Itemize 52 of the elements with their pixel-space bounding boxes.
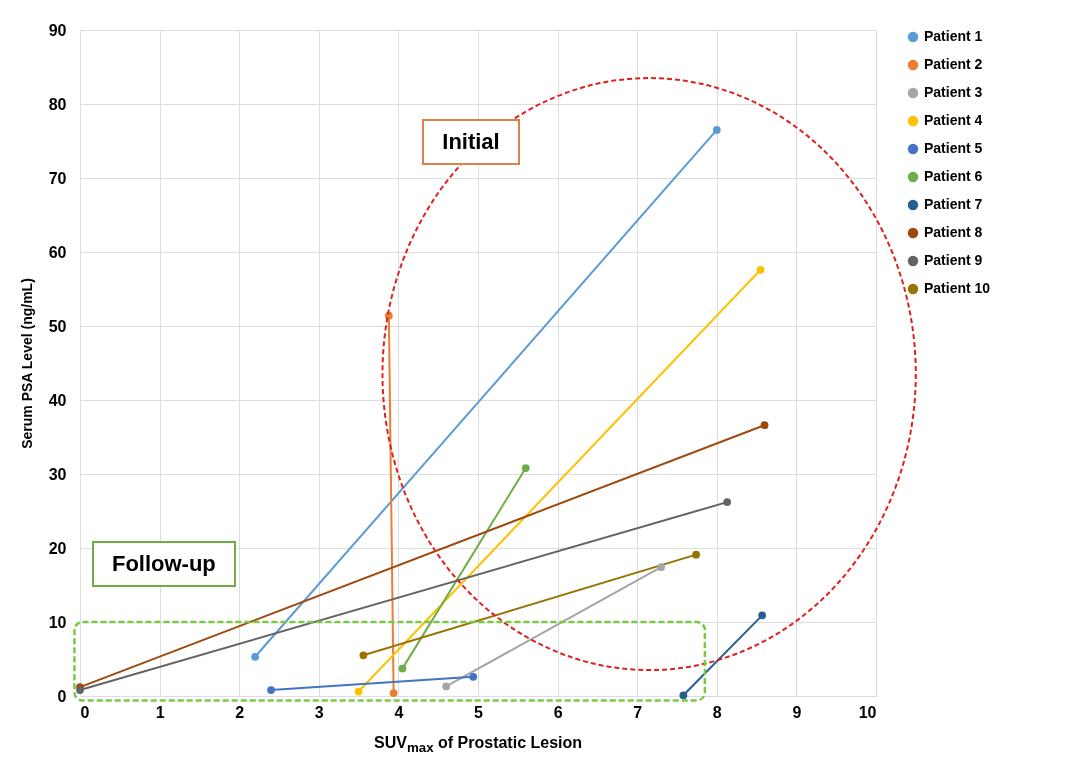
point [712, 126, 721, 134]
point [758, 611, 767, 620]
y-tick-label: 20 [48, 539, 67, 557]
y-tick-label: 90 [48, 21, 67, 39]
x-tick-label: 9 [792, 703, 802, 721]
point [760, 421, 769, 430]
x-tick-label: 2 [235, 703, 245, 721]
y-tick-label: 80 [48, 95, 67, 113]
y-axis-title: Serum PSA Level (ng/mL) [18, 278, 35, 449]
point [354, 687, 363, 696]
x-tick-label: 6 [553, 703, 563, 721]
x-axis-title: SUV$_{max}$ of Prostatic Lesion [373, 734, 583, 756]
legend-label: Patient 5 [924, 140, 983, 156]
x-tick-label: 7 [633, 703, 643, 721]
legend-label: Patient 1 [924, 28, 983, 44]
legend-label: Patient 6 [924, 168, 983, 184]
point [469, 672, 478, 681]
point [251, 652, 259, 661]
y-tick-label: 70 [48, 169, 67, 187]
legend-label: Patient 2 [924, 56, 983, 72]
x-tick-label: 4 [394, 703, 404, 721]
point [679, 691, 688, 700]
x-tick-label: 0 [80, 703, 90, 721]
annotation: Follow-up [91, 540, 236, 587]
x-tick-label: 10 [858, 703, 877, 721]
y-tick-label: 50 [48, 317, 67, 335]
legend-label: Patient 8 [924, 224, 983, 240]
point [389, 689, 398, 697]
annotation: Initial [422, 118, 520, 165]
point [359, 651, 368, 660]
legend-label: Patient 3 [924, 84, 983, 100]
y-tick-label: 40 [48, 391, 67, 409]
point [723, 498, 732, 506]
legend-label: Patient 4 [924, 112, 983, 128]
x-tick-label: 1 [155, 703, 165, 721]
point [398, 664, 407, 673]
y-tick-label: 0 [57, 687, 67, 705]
y-tick-label: 30 [48, 465, 67, 483]
point [442, 682, 451, 691]
point [756, 265, 765, 274]
x-tick-label: 5 [474, 703, 484, 721]
point [521, 464, 530, 472]
x-tick-label: 8 [712, 703, 722, 721]
x-tick-label: 3 [314, 703, 324, 721]
y-tick-label: 60 [48, 243, 67, 261]
y-tick-label: 10 [48, 613, 67, 631]
legend-label: Patient 10 [924, 280, 991, 296]
point [657, 563, 665, 572]
point [267, 686, 275, 694]
legend-label: Patient 7 [924, 196, 983, 212]
legend-label: Patient 9 [924, 252, 983, 268]
point [692, 550, 700, 559]
